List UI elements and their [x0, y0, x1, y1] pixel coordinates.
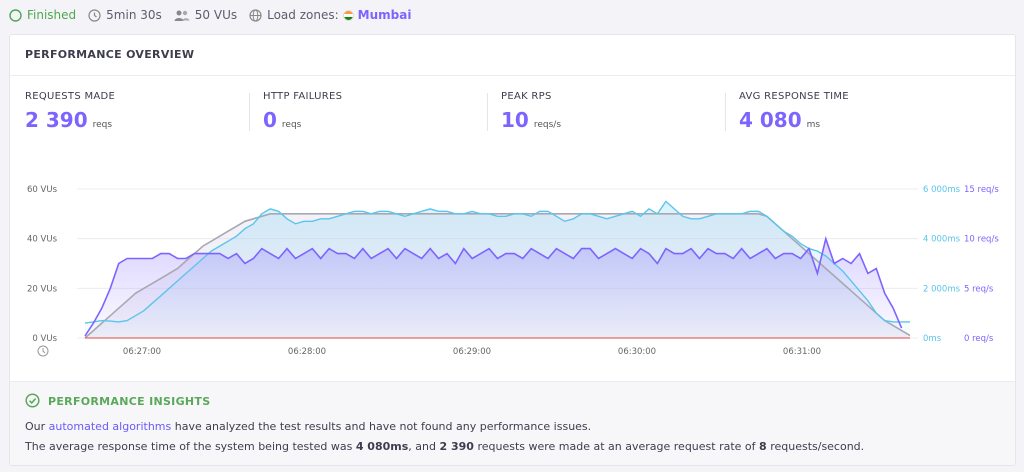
x-axis-tick: 06:28:00	[288, 347, 326, 357]
load-zones-indicator: Load zones: Mumbai	[249, 8, 411, 22]
divider	[10, 75, 1015, 76]
test-summary-bar: Finished 5min 30s 50 VUs Load zones: Mum…	[0, 0, 1024, 30]
y-axis-tick-vus: 0 VUs	[32, 334, 57, 344]
metric-http-failures: HTTP FAILURES 0 reqs	[263, 91, 342, 132]
y-axis-tick-ms: 6 000ms	[923, 185, 961, 195]
request-rate-value: 8	[759, 440, 767, 453]
x-axis-tick: 06:30:00	[618, 347, 656, 357]
load-zones-label: Load zones:	[267, 8, 339, 22]
vus-indicator: 50 VUs	[174, 8, 237, 22]
insights-title: PERFORMANCE INSIGHTS	[48, 395, 211, 408]
status-indicator: Finished	[9, 8, 76, 22]
y-axis-tick-ms: 2 000ms	[923, 284, 961, 294]
metric-label: PEAK RPS	[501, 91, 552, 102]
metric-separator	[487, 93, 488, 131]
insights-text: have analyzed the test results and have …	[174, 420, 592, 433]
insights-text: Our	[25, 420, 46, 433]
performance-chart[interactable]: 0 VUs 20 VUs 40 VUs 60 VUs 0ms 2 000ms 4 000ms…	[10, 175, 1016, 375]
x-axis-tick: 06:27:00	[123, 347, 161, 357]
check-circle-icon	[25, 393, 40, 408]
performance-insights: PERFORMANCE INSIGHTS Our automated algor…	[10, 381, 1015, 465]
duration-indicator: 5min 30s	[88, 8, 162, 22]
x-axis-tick: 06:29:00	[453, 347, 491, 357]
insights-line-1: Our automated algorithms have analyzed t…	[25, 420, 591, 433]
x-axis-tick: 06:31:00	[783, 347, 821, 357]
users-icon	[174, 10, 190, 21]
india-flag-icon	[342, 9, 354, 21]
status-text: Finished	[27, 8, 77, 22]
rps-line	[84, 235, 903, 337]
metric-unit: reqs	[281, 120, 302, 130]
load-zone-link[interactable]: Mumbai	[357, 8, 412, 22]
y-axis-tick-ms: 4 000ms	[923, 235, 961, 245]
metric-peak-rps: PEAK RPS 10 reqs/s	[501, 91, 561, 132]
metric-unit: reqs/s	[533, 120, 562, 130]
metric-unit: ms	[806, 120, 821, 130]
insights-text: requests/second.	[770, 440, 865, 453]
y-axis-tick-vus: 60 VUs	[27, 185, 58, 195]
metric-separator	[725, 93, 726, 131]
metric-label: REQUESTS MADE	[25, 91, 116, 102]
y-axis-tick-rps: 5 req/s	[964, 284, 994, 294]
metric-value: 2 390	[25, 108, 88, 132]
insights-text: requests were made at an average request…	[477, 440, 756, 453]
rps-area	[85, 238, 910, 338]
metric-value: 10	[501, 108, 529, 132]
automated-algorithms-link[interactable]: automated algorithms	[48, 420, 172, 433]
metric-requests-made: REQUESTS MADE 2 390 reqs	[25, 91, 115, 132]
metric-unit: reqs	[92, 120, 113, 130]
requests-value: 2 390	[439, 440, 474, 453]
insights-line-2: The average response time of the system …	[25, 440, 864, 453]
duration-text: 5min 30s	[106, 8, 162, 22]
insights-text: The average response time of the system …	[25, 440, 353, 453]
y-axis-tick-ms: 0ms	[923, 334, 942, 344]
metric-label: AVG RESPONSE TIME	[739, 91, 849, 102]
status-circle-icon	[9, 8, 22, 22]
y-axis-tick-rps: 0 req/s	[964, 334, 994, 344]
metric-value: 0	[263, 108, 277, 132]
y-axis-tick-vus: 20 VUs	[27, 284, 58, 294]
y-axis-tick-vus: 40 VUs	[27, 235, 58, 245]
y-axis-tick-rps: 10 req/s	[964, 235, 999, 245]
metric-label: HTTP FAILURES	[263, 91, 343, 102]
vus-text: 50 VUs	[194, 8, 238, 22]
metric-separator	[249, 93, 250, 131]
performance-overview-card: PERFORMANCE OVERVIEW REQUESTS MADE 2 390…	[9, 34, 1016, 466]
insights-text: , and	[408, 440, 436, 453]
y-axis-tick-rps: 15 req/s	[964, 185, 999, 195]
metric-value: 4 080	[739, 108, 802, 132]
card-title: PERFORMANCE OVERVIEW	[25, 48, 195, 61]
response-time-line	[84, 200, 910, 324]
metric-avg-response-time: AVG RESPONSE TIME 4 080 ms	[739, 91, 849, 132]
time-axis-clock-icon	[37, 345, 49, 357]
avg-response-value: 4 080ms	[355, 440, 409, 453]
globe-icon	[249, 8, 262, 22]
clock-icon	[88, 8, 101, 22]
